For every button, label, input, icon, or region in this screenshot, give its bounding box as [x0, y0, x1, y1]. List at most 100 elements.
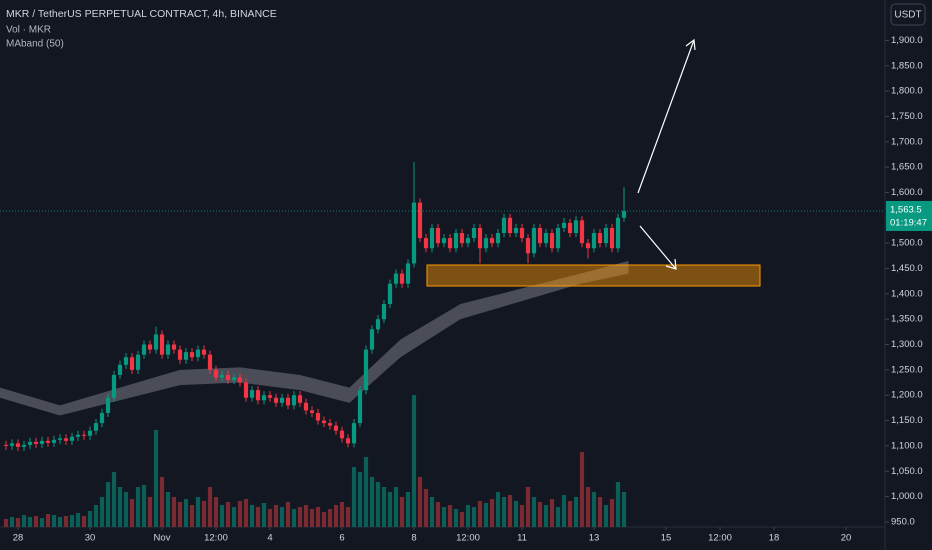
ma-band-layer — [0, 260, 629, 416]
volume-bar — [621, 492, 627, 527]
candle-body — [9, 443, 15, 446]
candle-body — [207, 354, 213, 370]
candle-body — [567, 222, 573, 234]
candle-body — [135, 354, 141, 370]
volume-bar — [21, 515, 27, 527]
candle-body — [231, 377, 237, 381]
candle-body — [225, 374, 231, 381]
x-tick-label: 28 — [13, 533, 24, 544]
candle-body — [45, 440, 51, 443]
y-tick-label: 950.0 — [891, 516, 915, 527]
candle-body — [291, 395, 297, 406]
y-tick-label: 1,050.0 — [891, 466, 923, 477]
candle-body — [501, 217, 507, 234]
volume-bar — [117, 487, 123, 527]
candle-body — [417, 202, 423, 239]
candle-body — [465, 238, 471, 244]
candle-body — [153, 334, 159, 350]
volume-bar — [93, 505, 99, 527]
candle-body — [189, 352, 195, 358]
candle-body — [117, 364, 123, 375]
volume-bar — [39, 518, 45, 527]
currency-button[interactable] — [890, 3, 926, 26]
y-tick-label: 1,450.0 — [891, 263, 923, 274]
volume-bar — [339, 502, 345, 527]
volume-bar — [585, 487, 591, 527]
x-tick-label: 30 — [85, 533, 96, 544]
y-tick-label: 1,900.0 — [891, 35, 923, 46]
candle-body — [285, 397, 291, 406]
up-arrow — [637, 39, 695, 194]
candle-body — [513, 227, 519, 234]
candle-body — [603, 227, 609, 244]
currency-label[interactable]: USDT — [894, 10, 921, 21]
candle-body — [3, 444, 9, 446]
volume-bar — [453, 509, 459, 527]
candle-body — [123, 357, 129, 365]
volume-bar — [477, 501, 483, 527]
volume-bar — [81, 516, 87, 527]
volume-bar — [237, 501, 243, 527]
candle-body — [141, 344, 147, 355]
volume-bar — [189, 505, 195, 527]
candle-body — [69, 436, 75, 441]
volume-bar — [513, 501, 519, 527]
candle-body — [531, 227, 537, 254]
candle-body — [609, 227, 615, 249]
candle-body — [39, 440, 45, 444]
candle-body — [213, 369, 219, 378]
volume-legend: Vol · MKR — [6, 25, 51, 36]
volume-bar — [345, 507, 351, 527]
countdown-label: 01:19:47 — [890, 217, 927, 228]
volume-bar — [63, 516, 69, 527]
y-tick-label: 1,400.0 — [891, 288, 923, 299]
candle-body — [477, 227, 483, 249]
up-arrow-head — [685, 38, 696, 51]
candle-body — [255, 390, 261, 401]
ma-legend: MAband (50) — [6, 39, 64, 50]
volume-bar — [549, 499, 555, 527]
volume-bar — [195, 497, 201, 527]
volume-bar — [357, 472, 363, 527]
x-tick-label: 12:00 — [708, 533, 732, 544]
y-tick-label: 1,800.0 — [891, 86, 923, 97]
candle-body — [237, 377, 243, 383]
x-tick-label: 8 — [411, 533, 416, 544]
y-tick-label: 1,100.0 — [891, 440, 923, 451]
x-tick-label: 12:00 — [204, 533, 228, 544]
volume-bar — [225, 502, 231, 527]
volume-bar — [375, 482, 381, 527]
volume-bar — [123, 492, 129, 527]
candle-body — [387, 283, 393, 304]
y-tick-label: 1,000.0 — [891, 491, 923, 502]
candle-body — [579, 220, 585, 244]
volume-bar — [597, 497, 603, 527]
volume-bar — [603, 505, 609, 527]
candle-body — [345, 438, 351, 444]
volume-bar — [291, 509, 297, 527]
candle-body — [57, 438, 63, 440]
volume-bar — [165, 492, 171, 527]
volume-bar — [87, 511, 93, 527]
volume-bar — [537, 502, 543, 527]
volume-bar — [573, 497, 579, 527]
volume-bar — [99, 497, 105, 527]
volume-bar — [333, 505, 339, 527]
down-arrow-head — [665, 258, 677, 270]
volume-bar — [567, 501, 573, 527]
y-tick-label: 1,850.0 — [891, 60, 923, 71]
candle-body — [525, 238, 531, 254]
candle-body — [219, 374, 225, 378]
candle-body — [453, 233, 459, 249]
x-tick-label: 11 — [517, 533, 527, 544]
volume-bar — [69, 515, 75, 527]
candle-body — [507, 217, 513, 234]
candle-body — [621, 210, 627, 218]
candle-body — [21, 444, 27, 447]
volume-bar — [141, 485, 147, 527]
volume-bar — [369, 477, 375, 527]
candle-body — [267, 395, 273, 398]
volume-bar — [321, 512, 327, 527]
volume-bar — [531, 497, 537, 527]
